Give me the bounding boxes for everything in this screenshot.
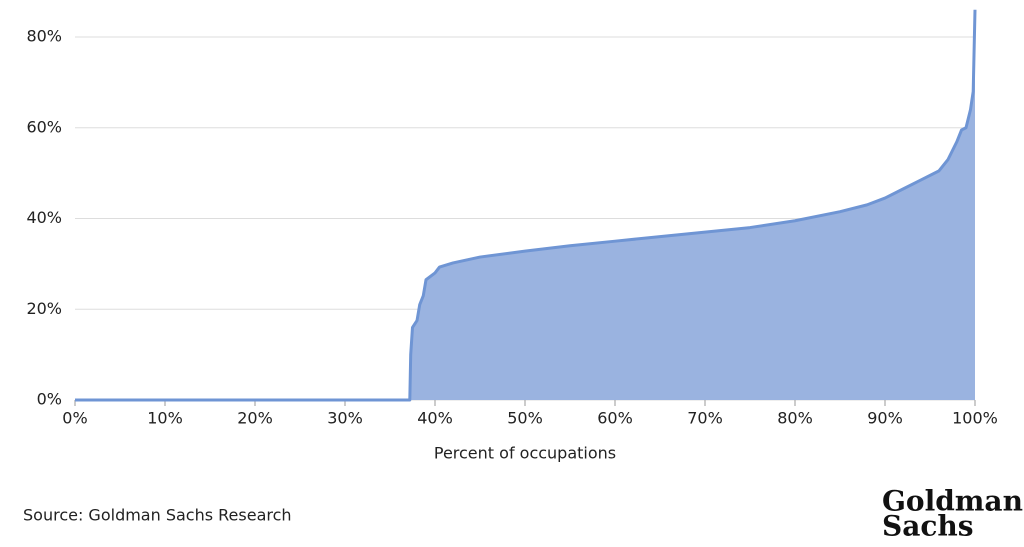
x-tick-label: 40%	[417, 409, 453, 428]
x-axis-label: Percent of occupations	[434, 444, 616, 463]
x-tick-label: 30%	[327, 409, 363, 428]
y-tick-label: 80%	[26, 27, 62, 46]
x-tick-label: 100%	[952, 409, 998, 428]
area	[75, 9, 975, 401]
x-tick-label: 50%	[507, 409, 543, 428]
y-tick-label: 0%	[37, 390, 62, 409]
line	[75, 9, 977, 402]
source: Source: Goldman Sachs Research	[23, 506, 292, 525]
x-tick-label: 90%	[867, 409, 903, 428]
x-tick-label: 70%	[687, 409, 723, 428]
y-tick-label: 20%	[26, 299, 62, 318]
x-tick-label: 0%	[62, 409, 87, 428]
y-tick-label: 60%	[26, 117, 62, 136]
brand-line: Sachs	[882, 510, 974, 543]
x-tick-label: 60%	[597, 409, 633, 428]
x-tick-label: 20%	[237, 409, 273, 428]
x-tick-label: 80%	[777, 409, 813, 428]
y-tick-label: 40%	[26, 208, 62, 227]
brand-line: Goldman	[882, 485, 1023, 518]
x-tick-label: 10%	[147, 409, 183, 428]
